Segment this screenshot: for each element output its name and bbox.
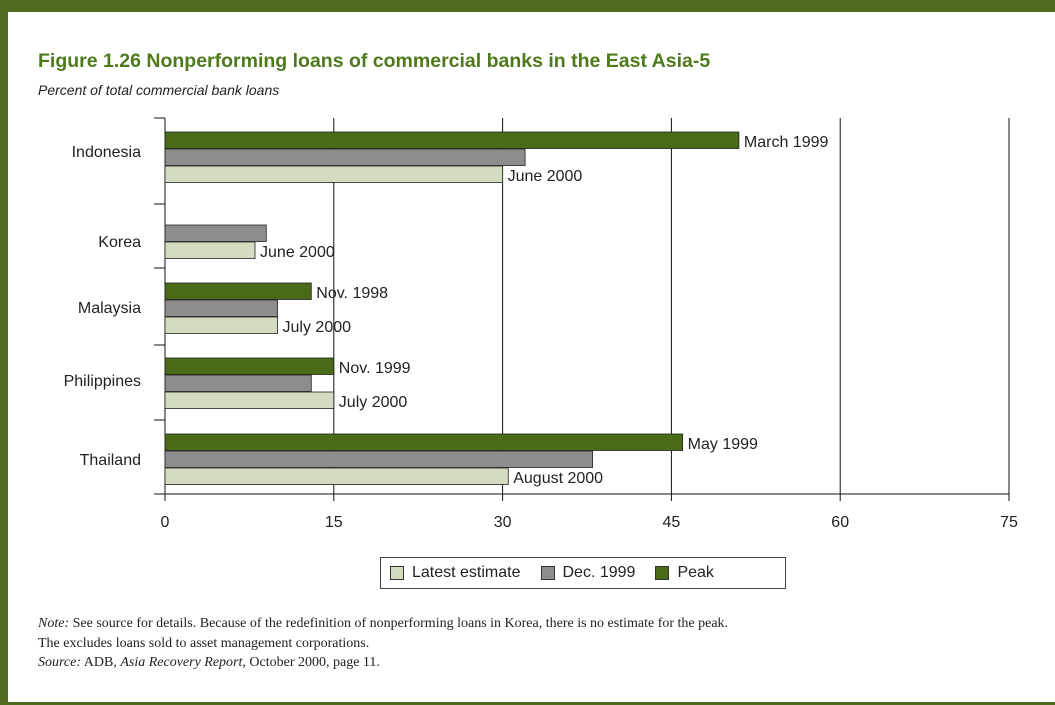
figure-note: Note: See source for details. Because of… — [38, 614, 728, 673]
annotation-malaysia-peak: Nov. 1998 — [316, 285, 388, 302]
legend-label-dec1999: Dec. 1999 — [562, 564, 636, 581]
bar-korea-latest-estimate — [164, 241, 256, 259]
source-label: Source: — [38, 655, 82, 670]
x-tick-label-45: 45 — [663, 514, 681, 531]
annotation-malaysia-latest-estimate: July 2000 — [283, 319, 352, 336]
bar-korea-dec-1999 — [164, 224, 267, 242]
bar-indonesia-latest-estimate — [164, 165, 504, 183]
source-post: , October 2000, page 11. — [242, 655, 380, 670]
chart-legend: Latest estimate Dec. 1999 Peak — [380, 557, 786, 589]
bar-philippines-dec-1999 — [164, 374, 312, 392]
bar-philippines-latest-estimate — [164, 391, 335, 409]
legend-swatch-dec1999 — [540, 566, 555, 580]
figure-subtitle: Percent of total commercial bank loans — [38, 82, 280, 98]
annotation-philippines-peak: Nov. 1999 — [339, 360, 411, 377]
bar-indonesia-peak — [164, 131, 740, 149]
note-label: Note: — [38, 616, 70, 631]
annotation-philippines-latest-estimate: July 2000 — [339, 394, 408, 411]
legend-label-latest: Latest estimate — [412, 564, 521, 581]
legend-swatch-peak — [655, 566, 670, 580]
x-tick-label-0: 0 — [161, 514, 170, 531]
annotation-indonesia-latest-estimate: June 2000 — [508, 168, 583, 185]
x-tick-label-15: 15 — [325, 514, 343, 531]
bar-thailand-dec-1999 — [164, 450, 594, 468]
x-tick-label-75: 75 — [1000, 514, 1018, 531]
annotation-thailand-latest-estimate: August 2000 — [513, 470, 603, 487]
x-tick-label-60: 60 — [831, 514, 849, 531]
note-text-1: See source for details. Because of the r… — [69, 616, 729, 631]
note-text-2: The excludes loans sold to asset managem… — [38, 635, 370, 651]
annotation-thailand-peak: May 1999 — [688, 436, 758, 453]
source-pre: ADB, — [81, 655, 121, 670]
x-tick-label-30: 30 — [494, 514, 512, 531]
legend-item-dec1999: Dec. 1999 — [540, 564, 636, 582]
bar-malaysia-dec-1999 — [164, 299, 278, 317]
figure-title: Figure 1.26 Nonperforming loans of comme… — [38, 50, 711, 72]
legend-item-latest: Latest estimate — [390, 564, 521, 582]
legend-swatch-latest — [390, 566, 404, 580]
source-line: Source: ADB, Asia Recovery Report, Octob… — [38, 653, 728, 673]
annotation-indonesia-peak: March 1999 — [744, 134, 829, 151]
legend-item-peak: Peak — [655, 564, 714, 582]
category-label-thailand: Thailand — [80, 452, 141, 469]
bar-malaysia-peak — [164, 282, 312, 300]
bar-indonesia-dec-1999 — [164, 148, 526, 166]
category-label-korea: Korea — [98, 234, 141, 251]
category-label-malaysia: Malaysia — [78, 300, 141, 317]
note-line-1: Note: See source for details. Because of… — [38, 614, 728, 634]
annotation-korea-latest-estimate: June 2000 — [260, 244, 335, 261]
category-label-philippines: Philippines — [64, 373, 141, 390]
bar-thailand-peak — [164, 433, 684, 451]
bar-philippines-peak — [164, 357, 335, 375]
category-label-indonesia: Indonesia — [72, 144, 141, 161]
bar-thailand-latest-estimate — [164, 467, 509, 485]
legend-label-peak: Peak — [677, 564, 714, 581]
bar-malaysia-latest-estimate — [164, 316, 278, 334]
source-title: Asia Recovery Report — [120, 655, 243, 670]
